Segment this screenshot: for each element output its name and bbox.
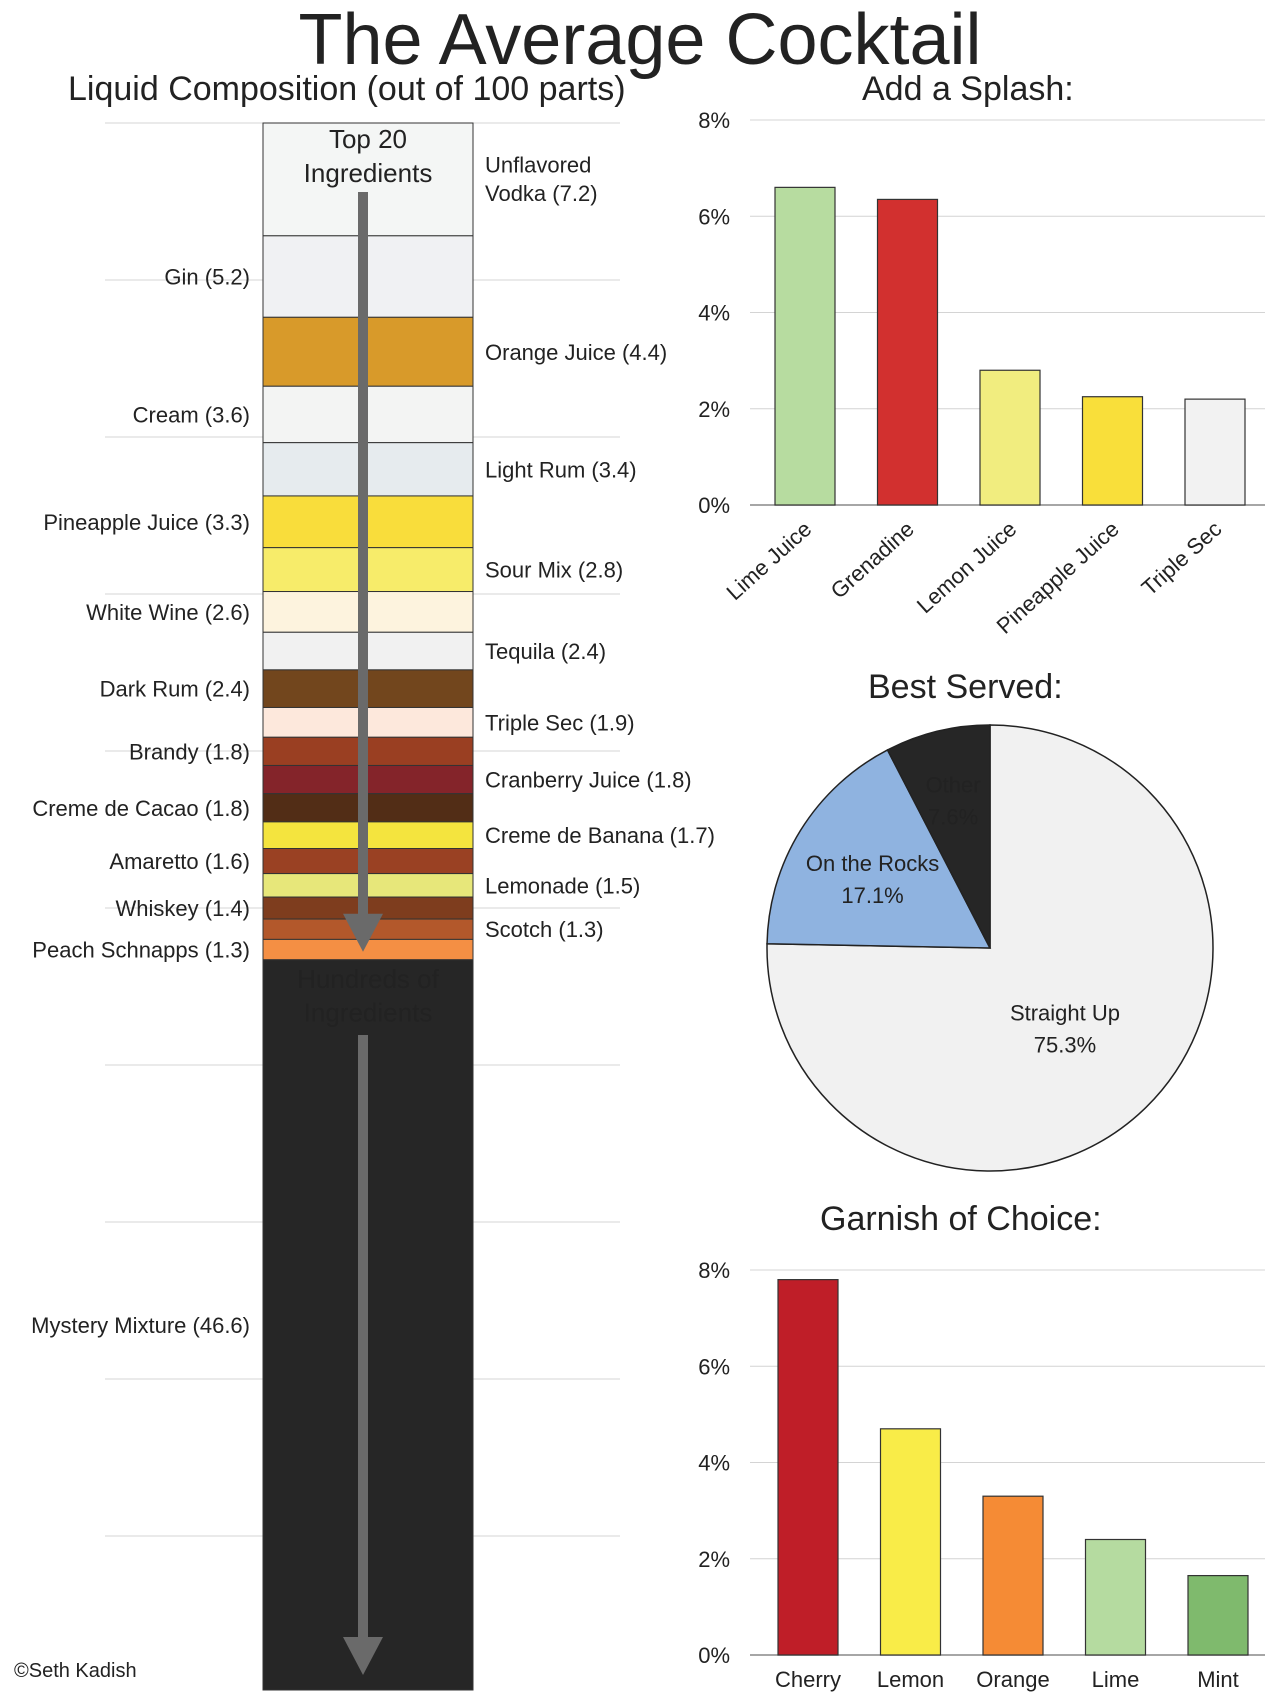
- garnish-bar: [777, 1279, 839, 1656]
- composition-segment-label: Peach Schnapps (1.3): [32, 938, 250, 963]
- splash-ytick-label: 4%: [698, 301, 730, 326]
- splash-bar: [1184, 398, 1246, 506]
- composition-segment-label: Brandy (1.8): [129, 739, 250, 764]
- composition-segment-label: Gin (5.2): [164, 265, 250, 290]
- garnish-bar: [982, 1495, 1044, 1656]
- garnish-ytick-label: 4%: [698, 1451, 730, 1476]
- composition-segment-label: White Wine (2.6): [86, 600, 250, 625]
- column-top-label: Top 20 Ingredients: [304, 124, 433, 188]
- pie-slice-value: 17.1%: [841, 883, 903, 908]
- composition-segment-label: Dark Rum (2.4): [100, 677, 250, 702]
- composition-segment-label: Creme de Banana (1.7): [485, 823, 715, 848]
- splash-ytick-label: 8%: [698, 108, 730, 133]
- composition-segment-label: Scotch (1.3): [485, 917, 604, 942]
- splash-bar: [979, 369, 1041, 506]
- column-bottom-label: Hundreds of Ingredients: [297, 964, 439, 1028]
- top-arrow-shaft: [358, 192, 368, 922]
- garnish-ytick-label: 6%: [698, 1354, 730, 1379]
- pie-slice: [886, 724, 991, 949]
- splash-title: Add a Splash:: [862, 70, 1074, 108]
- composition-segment-label: Creme de Cacao (1.8): [32, 796, 250, 821]
- splash-bar: [876, 198, 939, 506]
- splash-ytick-label: 6%: [698, 204, 730, 229]
- splash-category-label: Lime Juice: [721, 516, 816, 605]
- composition-segment-label: Amaretto (1.6): [109, 849, 250, 874]
- composition-segment-label: Sour Mix (2.8): [485, 558, 623, 583]
- pie-slice: [766, 748, 992, 949]
- splash-bar: [1081, 396, 1144, 506]
- top-arrow-head: [343, 913, 383, 952]
- composition-segment: [262, 938, 474, 961]
- splash-category-label: Lemon Juice: [912, 516, 1021, 618]
- composition-segment-label: Triple Sec (1.9): [485, 710, 635, 735]
- garnish-bar: [879, 1428, 942, 1656]
- garnish-ytick-label: 2%: [698, 1547, 730, 1572]
- composition-segment-label: Light Rum (3.4): [485, 457, 637, 482]
- page-title: The Average Cocktail: [298, 0, 982, 80]
- garnish-category-label: Orange: [976, 1667, 1049, 1692]
- composition-segment-label: Orange Juice (4.4): [485, 340, 667, 365]
- garnish-ytick-label: 8%: [698, 1258, 730, 1283]
- bottom-arrow-shaft: [358, 1035, 368, 1645]
- pie-slice-value: 7.6%: [928, 804, 978, 829]
- splash-category-label: Triple Sec: [1137, 516, 1227, 600]
- splash-bar: [774, 186, 836, 506]
- pie-slice-label: On the Rocks: [806, 851, 939, 876]
- composition-segment-label: Tequila (2.4): [485, 639, 606, 664]
- composition-segment-label: Pineapple Juice (3.3): [43, 510, 250, 535]
- bottom-arrow-head: [343, 1637, 383, 1675]
- garnish-ytick-label: 0%: [698, 1643, 730, 1668]
- pie-slice-value: 75.3%: [1034, 1032, 1096, 1057]
- copyright-note: ©Seth Kadish: [14, 1660, 137, 1682]
- garnish-category-label: Mint: [1197, 1667, 1239, 1692]
- composition-segment-label: Mystery Mixture (46.6): [31, 1313, 250, 1338]
- composition-segment-label: Cranberry Juice (1.8): [485, 768, 692, 793]
- served-title: Best Served:: [868, 668, 1063, 706]
- composition-segment-label: Whiskey (1.4): [116, 896, 250, 921]
- garnish-category-label: Cherry: [775, 1667, 841, 1692]
- composition-segment-label: Lemonade (1.5): [485, 873, 640, 898]
- splash-ytick-label: 2%: [698, 397, 730, 422]
- garnish-category-label: Lemon: [877, 1667, 944, 1692]
- garnish-category-label: Lime: [1092, 1667, 1140, 1692]
- pie-slice-label: Straight Up: [1010, 1000, 1120, 1025]
- garnish-bar: [1084, 1538, 1147, 1656]
- composition-title: Liquid Composition (out of 100 parts): [68, 70, 626, 108]
- garnish-bar: [1187, 1574, 1249, 1656]
- splash-category-label: Grenadine: [826, 516, 919, 603]
- splash-ytick-label: 0%: [698, 493, 730, 518]
- pie-slice-label: Other: [926, 772, 981, 797]
- garnish-title: Garnish of Choice:: [820, 1200, 1102, 1238]
- composition-segment-label: Unflavored Vodka (7.2): [485, 152, 598, 206]
- composition-segment-label: Cream (3.6): [133, 402, 250, 427]
